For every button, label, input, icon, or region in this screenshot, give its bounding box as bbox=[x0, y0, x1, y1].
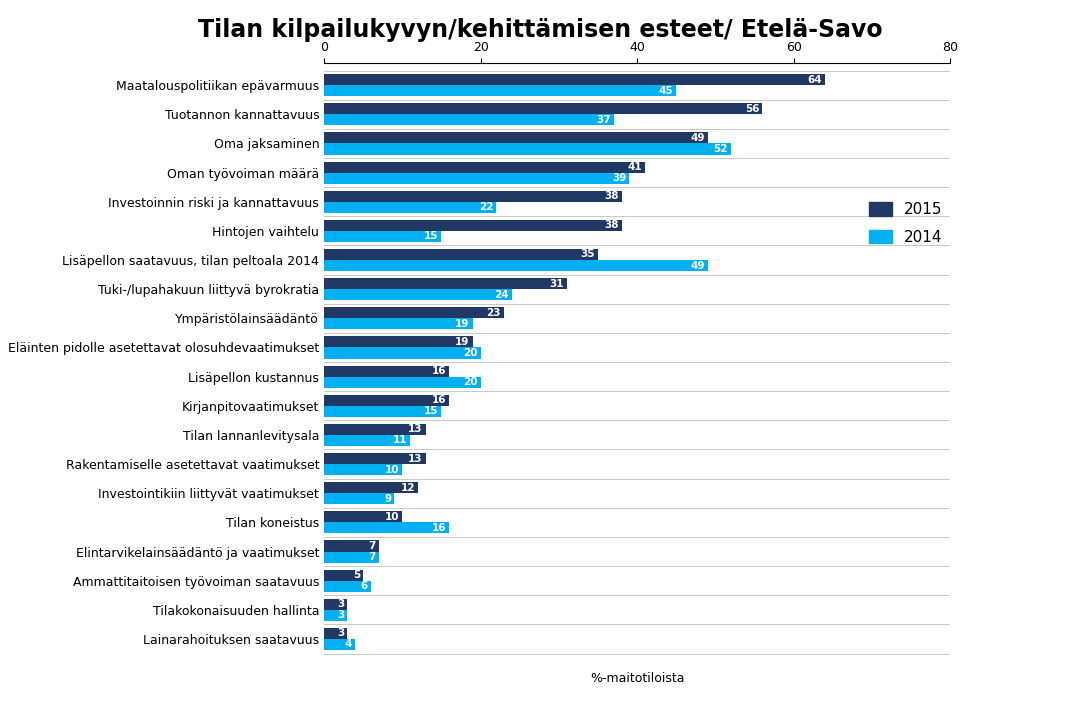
Bar bbox=[324, 522, 449, 534]
Text: 6: 6 bbox=[361, 581, 368, 591]
Text: 15: 15 bbox=[423, 406, 438, 416]
Text: 10: 10 bbox=[384, 465, 400, 475]
Bar bbox=[324, 132, 707, 143]
Text: 31: 31 bbox=[549, 278, 564, 289]
Bar bbox=[324, 541, 379, 552]
Bar bbox=[324, 143, 731, 155]
Bar bbox=[324, 74, 825, 85]
Bar bbox=[324, 639, 355, 650]
Text: 16: 16 bbox=[432, 366, 446, 376]
Text: 16: 16 bbox=[432, 395, 446, 405]
Text: 20: 20 bbox=[463, 377, 477, 387]
Text: 52: 52 bbox=[714, 144, 728, 154]
Bar bbox=[324, 494, 394, 504]
Bar bbox=[324, 162, 645, 172]
Bar bbox=[324, 581, 372, 592]
Text: 41: 41 bbox=[627, 162, 642, 172]
Text: 45: 45 bbox=[659, 86, 673, 96]
Text: 13: 13 bbox=[408, 453, 422, 463]
Text: 49: 49 bbox=[690, 261, 704, 271]
Bar bbox=[324, 482, 418, 494]
Text: 3: 3 bbox=[337, 599, 345, 610]
X-axis label: %-maitotiloista: %-maitotiloista bbox=[590, 672, 685, 685]
Bar bbox=[324, 394, 449, 406]
Text: 16: 16 bbox=[432, 523, 446, 533]
Bar bbox=[324, 249, 598, 260]
Bar bbox=[324, 599, 348, 610]
Text: 64: 64 bbox=[808, 75, 822, 84]
Text: 24: 24 bbox=[495, 290, 509, 299]
Bar bbox=[324, 610, 348, 621]
Text: 23: 23 bbox=[486, 308, 501, 318]
Text: 38: 38 bbox=[604, 191, 619, 201]
Bar bbox=[324, 278, 567, 289]
Bar bbox=[324, 260, 707, 271]
Text: 5: 5 bbox=[353, 570, 360, 580]
Text: 19: 19 bbox=[456, 337, 470, 347]
Bar bbox=[324, 552, 379, 562]
Bar bbox=[324, 366, 449, 377]
Bar bbox=[324, 406, 442, 417]
Text: 9: 9 bbox=[384, 494, 391, 504]
Text: 49: 49 bbox=[690, 133, 704, 143]
Text: 35: 35 bbox=[580, 250, 595, 259]
Text: 37: 37 bbox=[596, 115, 610, 125]
Bar bbox=[324, 220, 622, 231]
Bar bbox=[324, 511, 402, 522]
Text: 39: 39 bbox=[612, 173, 626, 183]
Text: 7: 7 bbox=[368, 552, 376, 562]
Bar bbox=[324, 318, 473, 330]
Bar bbox=[324, 453, 426, 464]
Bar bbox=[324, 115, 613, 125]
Bar bbox=[324, 307, 504, 318]
Text: 15: 15 bbox=[423, 231, 438, 241]
Bar bbox=[324, 191, 622, 202]
Bar bbox=[324, 377, 481, 387]
Bar bbox=[324, 464, 402, 475]
Bar bbox=[324, 202, 497, 213]
Bar bbox=[324, 103, 762, 115]
Text: 3: 3 bbox=[337, 628, 345, 638]
Text: 12: 12 bbox=[401, 483, 415, 493]
Text: 22: 22 bbox=[478, 202, 494, 212]
Bar bbox=[324, 337, 473, 347]
Bar bbox=[324, 172, 630, 183]
Text: Tilan kilpailukyvyn/kehittämisen esteet/ Etelä-Savo: Tilan kilpailukyvyn/kehittämisen esteet/… bbox=[198, 18, 882, 41]
Bar bbox=[324, 569, 363, 581]
Bar bbox=[324, 424, 426, 435]
Text: 7: 7 bbox=[368, 541, 376, 551]
Bar bbox=[324, 85, 676, 96]
Bar bbox=[324, 231, 442, 242]
Text: 13: 13 bbox=[408, 425, 422, 434]
Bar bbox=[324, 435, 410, 446]
Text: 10: 10 bbox=[384, 512, 400, 522]
Bar bbox=[324, 347, 481, 359]
Text: 11: 11 bbox=[392, 435, 407, 446]
Text: 19: 19 bbox=[456, 319, 470, 329]
Bar bbox=[324, 628, 348, 639]
Text: 20: 20 bbox=[463, 348, 477, 358]
Bar bbox=[324, 289, 512, 300]
Text: 3: 3 bbox=[337, 610, 345, 620]
Text: 38: 38 bbox=[604, 220, 619, 231]
Text: 4: 4 bbox=[345, 640, 352, 650]
Text: 56: 56 bbox=[745, 104, 759, 114]
Legend: 2015, 2014: 2015, 2014 bbox=[869, 202, 943, 245]
